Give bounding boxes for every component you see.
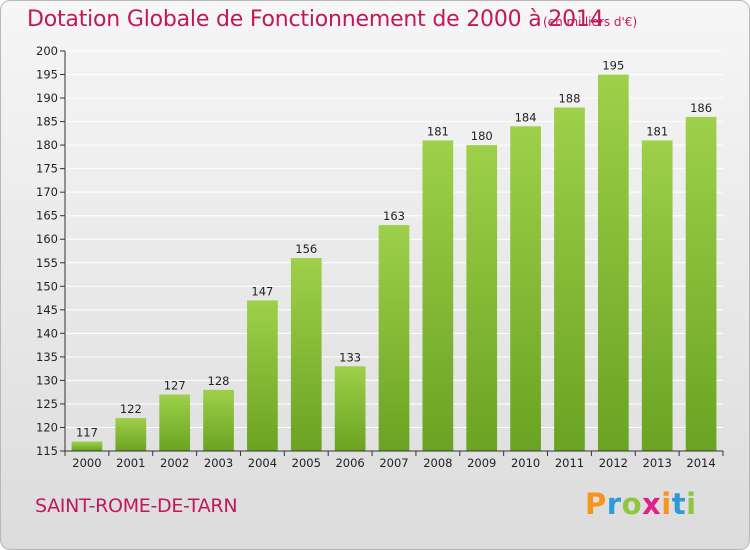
x-tick-label: 2014: [686, 456, 715, 470]
value-label: 122: [120, 402, 142, 416]
chart-title: Dotation Globale de Fonctionnement de 20…: [27, 7, 604, 32]
y-tick-label: 150: [36, 279, 58, 293]
x-tick-label: 2011: [555, 456, 584, 470]
x-tick-label: 2010: [511, 456, 540, 470]
x-tick-label: 2005: [292, 456, 321, 470]
x-tick-label: 2006: [335, 456, 364, 470]
y-tick-label: 190: [36, 91, 58, 105]
bar-2006: [334, 366, 366, 451]
value-label: 181: [646, 124, 668, 138]
bar-2002: [159, 394, 191, 451]
bar-2000: [71, 441, 103, 451]
x-tick-label: 2012: [599, 456, 628, 470]
logo-letter: x: [642, 487, 662, 521]
y-tick-label: 195: [36, 68, 58, 82]
proxiti-logo: Proxiti: [585, 487, 697, 521]
bar-2009: [466, 145, 498, 451]
x-tick-label: 2013: [643, 456, 672, 470]
logo-letter: t: [671, 487, 687, 521]
bar-2003: [203, 389, 234, 451]
y-tick-label: 185: [36, 115, 58, 129]
axes: [60, 50, 724, 456]
y-tick-label: 140: [36, 326, 58, 340]
y-tick-label: 200: [36, 44, 58, 58]
y-tick-label: 130: [36, 373, 58, 387]
logo-letter: r: [606, 487, 622, 521]
y-tick-label: 170: [36, 185, 58, 199]
bar-2012: [597, 74, 629, 451]
value-label: 147: [251, 284, 273, 298]
value-label: 156: [295, 242, 317, 256]
bar-2008: [422, 140, 454, 452]
value-label: 133: [339, 350, 361, 364]
commune-name: SAINT-ROME-DE-TARN: [35, 495, 238, 517]
y-tick-label: 180: [36, 138, 58, 152]
logo-letter: i: [686, 487, 697, 521]
y-tick-label: 155: [36, 256, 58, 270]
value-label: 117: [76, 426, 98, 440]
bar-2005: [290, 258, 322, 451]
chart-subtitle: (en milliers d'€): [543, 15, 638, 29]
y-tick-label: 145: [36, 303, 58, 317]
logo-letter: P: [585, 487, 607, 521]
bar-2001: [115, 418, 147, 451]
value-label: 188: [558, 91, 580, 105]
bar-2010: [510, 126, 541, 451]
y-tick-label: 175: [36, 162, 58, 176]
bars: [71, 74, 717, 452]
x-tick-label: 2001: [116, 456, 145, 470]
value-label: 163: [383, 209, 405, 223]
x-tick-label: 2009: [467, 456, 496, 470]
value-label: 128: [208, 374, 230, 388]
bar-2011: [554, 107, 585, 452]
x-tick-label: 2004: [248, 456, 277, 470]
y-tick-label: 125: [36, 397, 58, 411]
y-tick-label: 165: [36, 209, 58, 223]
value-label: 180: [471, 129, 493, 143]
value-label: 186: [690, 101, 712, 115]
x-tick-label: 2003: [204, 456, 233, 470]
y-tick-label: 120: [36, 420, 58, 434]
logo-letter: o: [621, 487, 643, 521]
y-tick-label: 135: [36, 350, 58, 364]
bar-2007: [378, 225, 410, 451]
bar-2014: [685, 116, 717, 451]
y-tick-label: 160: [36, 232, 58, 246]
value-label: 127: [164, 379, 186, 393]
logo-letter: i: [661, 487, 672, 521]
x-tick-label: 2000: [72, 456, 101, 470]
x-tick-label: 2002: [160, 456, 189, 470]
value-label: 195: [602, 59, 624, 73]
y-tick-label: 115: [36, 444, 58, 458]
value-label: 184: [515, 110, 537, 124]
value-label: 181: [427, 124, 449, 138]
bar-2013: [641, 140, 673, 452]
bar-2004: [247, 300, 278, 451]
x-tick-label: 2008: [423, 456, 452, 470]
labels: 115 120 125 130 135 140 145 150 155 160 165 170 175 1…: [36, 44, 716, 470]
x-tick-label: 2007: [379, 456, 408, 470]
